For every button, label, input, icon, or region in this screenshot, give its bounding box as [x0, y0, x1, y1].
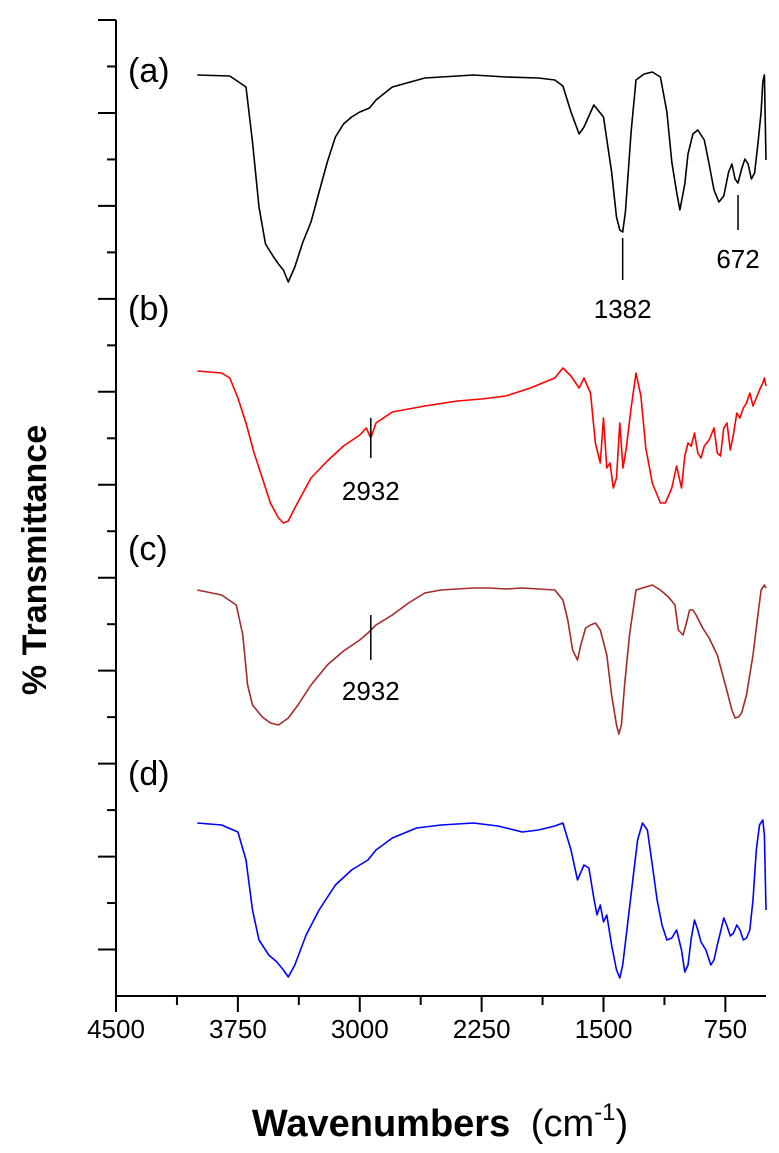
spectrum-a: [197, 71, 767, 283]
x-tick-label: 3750: [209, 1014, 267, 1044]
x-axis-title-text: Wavenumbers: [252, 1103, 510, 1145]
spectrum-b: [197, 367, 767, 524]
spectra: [197, 71, 767, 979]
x-tick-label: 2250: [453, 1014, 511, 1044]
x-axis-unit-close: ): [615, 1103, 628, 1145]
panel-label-a: (a): [128, 52, 170, 90]
x-tick-label: 4500: [87, 1014, 145, 1044]
annotation-label: 672: [716, 244, 759, 274]
y-axis-title: % Transmittance: [16, 425, 54, 695]
axes: [115, 20, 766, 997]
panel-labels: (a) (b) (c) (d): [128, 52, 170, 793]
panel-label-b: (b): [128, 290, 170, 328]
annotation-label: 1382: [594, 294, 652, 324]
x-tick-label: 3000: [331, 1014, 389, 1044]
x-tick-label: 750: [704, 1014, 747, 1044]
x-tick-labels: 4500 3750 3000 2250 1500 750: [87, 1014, 747, 1044]
annotation-label: 2932: [342, 476, 400, 506]
spectrum-c: [197, 584, 767, 735]
peak-annotations: 1382 672 2932 2932: [342, 195, 760, 706]
x-axis-unit-sup: -1: [594, 1099, 615, 1126]
spectrum-d: [197, 819, 767, 979]
x-axis-title: Wavenumbers (cm-1): [252, 1099, 628, 1145]
panel-label-c: (c): [128, 530, 168, 568]
x-tick-label: 1500: [575, 1014, 633, 1044]
annotation-label: 2932: [342, 676, 400, 706]
tick-marks: [98, 19, 727, 1012]
x-axis-unit-open: (cm: [531, 1103, 594, 1145]
panel-label-d: (d): [128, 755, 170, 793]
